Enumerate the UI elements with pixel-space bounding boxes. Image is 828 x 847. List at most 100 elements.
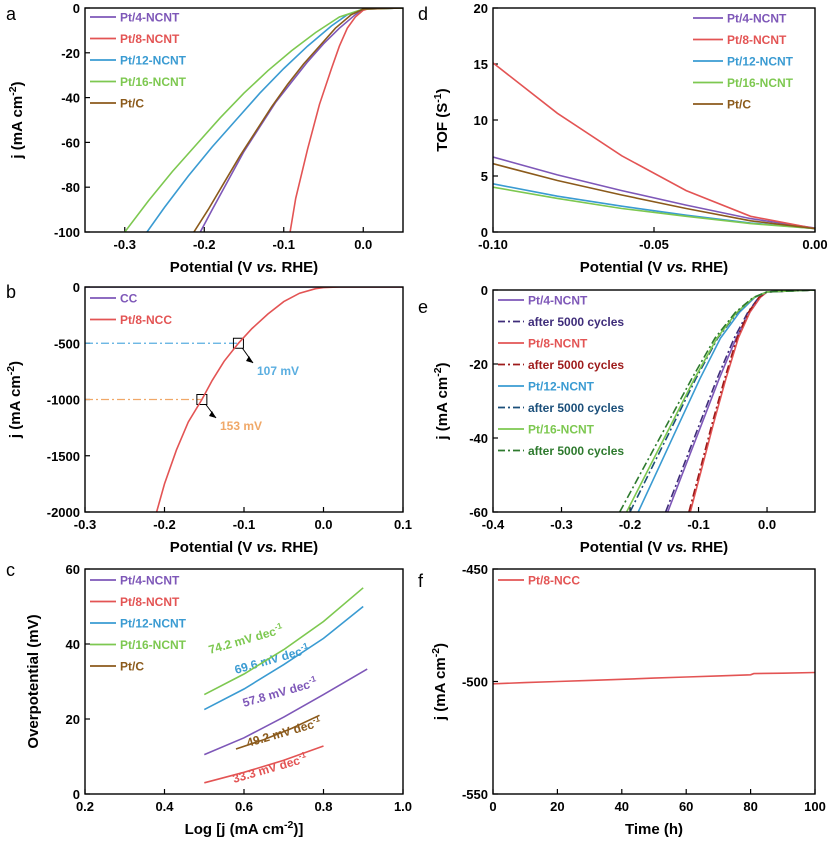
- series-line-pt-12-ncnt: [637, 290, 815, 512]
- x-tick-label: -0.4: [482, 517, 505, 532]
- y-tick-label: -20: [469, 357, 488, 372]
- series-line-after-5000-cycles: [688, 290, 815, 512]
- x-tick-label: -0.05: [639, 237, 669, 252]
- panel-letter-e: e: [418, 297, 428, 317]
- y-tick-label: 40: [66, 637, 80, 652]
- x-tick-label: 0.00: [802, 237, 827, 252]
- annotation-arrowhead: [246, 356, 253, 363]
- series-line-pt-4-ncnt: [199, 8, 403, 232]
- series-line-pt-16-ncnt: [493, 186, 815, 230]
- series-line-pt-16-ncnt: [625, 290, 815, 512]
- series-line-pt-12-ncnt: [203, 605, 364, 711]
- legend-label: Pt/8-NCC: [528, 574, 580, 588]
- y-tick-label: 0: [481, 225, 488, 240]
- y-tick-label: 0: [481, 283, 488, 298]
- x-tick-label: -0.2: [619, 517, 641, 532]
- legend-label: Pt/16-NCNT: [120, 75, 187, 89]
- slope-label: 33.3 mV dec-1: [230, 749, 309, 786]
- series-line-pt-12-ncnt: [146, 8, 403, 232]
- plot-frame: [84, 7, 404, 233]
- x-tick-label: -0.1: [687, 517, 709, 532]
- legend-label: Pt/16-NCNT: [120, 638, 187, 652]
- x-tick-label: -0.1: [273, 237, 295, 252]
- series-line-after-5000-cycles: [664, 290, 815, 512]
- legend-label: Pt/C: [120, 660, 144, 674]
- y-tick-label: -450: [462, 562, 488, 577]
- panel-a: a -0.3 -0.2 -0.1 0.0 0 -20 -40 -60 -80 -100 Pt/4-NC…: [6, 1, 404, 276]
- y-tick-label: 0: [73, 280, 80, 295]
- series-line-pt-c: [235, 714, 320, 750]
- series-line-pt-16-ncnt: [203, 587, 364, 696]
- legend-label: Pt/12-NCNT: [528, 380, 595, 394]
- annotation-label: 107 mV: [257, 364, 299, 378]
- series-line-pt-8-ncc: [155, 287, 403, 512]
- x-tick-label: -0.2: [153, 517, 175, 532]
- legend-label: Pt/4-NCNT: [528, 294, 588, 308]
- plot-frame: [492, 568, 816, 795]
- x-tick-label: 40: [615, 799, 629, 814]
- series-line-pt-8-ncnt: [204, 745, 324, 784]
- y-tick-label: -40: [469, 431, 488, 446]
- y-tick-label: -500: [54, 336, 80, 351]
- y-tick-label: -80: [61, 180, 80, 195]
- series-line-pt-c: [193, 8, 403, 232]
- x-axis-title: Potential (V vs. RHE): [170, 539, 318, 556]
- x-tick-label: 0.0: [354, 237, 372, 252]
- legend-label: after 5000 cycles: [528, 401, 624, 415]
- x-axis-title: Log [j (mA cm-2)]: [185, 819, 304, 838]
- legend-label: Pt/12-NCNT: [727, 55, 794, 69]
- y-axis-title: j (mA cm-2): [432, 362, 451, 440]
- legend-label: Pt/12-NCNT: [120, 617, 187, 631]
- legend-label: Pt/C: [727, 98, 751, 112]
- x-tick-label: 0.8: [314, 799, 332, 814]
- x-axis-title: Potential (V vs. RHE): [580, 259, 728, 276]
- series-line-after-5000-cycles: [629, 290, 815, 512]
- y-tick-label: -500: [462, 675, 488, 690]
- x-tick-label: -0.3: [550, 517, 572, 532]
- x-tick-label: 80: [743, 799, 757, 814]
- x-tick-label: -0.10: [478, 237, 508, 252]
- legend-label: Pt/C: [120, 97, 144, 111]
- y-tick-label: 20: [66, 712, 80, 727]
- panel-d: d -0.10 -0.05 0.00 0 5 10 15 20 Pt/4-NCNT Pt/8-NCN…: [418, 1, 828, 276]
- y-tick-label: -2000: [47, 505, 80, 520]
- panel-e: e -0.4 -0.3 -0.2 -0.1 0.0 0 -20 -40 -60 Pt/4-NCNT a…: [418, 283, 816, 556]
- legend-label: Pt/4-NCNT: [120, 574, 180, 588]
- series-line-pt-4-ncnt: [203, 668, 368, 756]
- legend-label: Pt/8-NCNT: [120, 595, 180, 609]
- x-tick-label: 1.0: [394, 799, 412, 814]
- panel-letter-d: d: [418, 4, 428, 24]
- y-tick-label: -60: [61, 135, 80, 150]
- panel-b: b -0.3 -0.2 -0.1 0.0 0.1 0 -500 -1000 -1500 -2000 1…: [5, 280, 412, 556]
- y-tick-label: 20: [474, 1, 488, 16]
- legend-label: Pt/4-NCNT: [120, 11, 180, 25]
- legend-label: Pt/16-NCNT: [528, 423, 595, 437]
- series-line-pt-8-ncnt: [493, 62, 815, 230]
- plot-frame: [84, 286, 404, 513]
- x-axis-title: Time (h): [625, 821, 683, 838]
- x-tick-label: -0.3: [74, 517, 96, 532]
- x-tick-label: -0.1: [233, 517, 255, 532]
- y-tick-label: -60: [469, 505, 488, 520]
- y-tick-label: -1500: [47, 449, 80, 464]
- legend-label: Pt/16-NCNT: [727, 76, 794, 90]
- x-axis-title: Potential (V vs. RHE): [580, 539, 728, 556]
- series-line-after-5000-cycles: [618, 290, 815, 512]
- panel-f: f 0 20 40 60 80 100 -450 -500 -550 Pt/8-NCC Time (h…: [418, 562, 826, 838]
- y-tick-label: 15: [474, 57, 488, 72]
- legend-label: CC: [120, 292, 138, 306]
- panel-letter-f: f: [418, 571, 424, 591]
- series-line-pt-c: [493, 162, 815, 230]
- x-tick-label: 0: [489, 799, 496, 814]
- legend-label: Pt/4-NCNT: [727, 12, 787, 26]
- y-axis-title: j (mA cm-2): [430, 643, 449, 721]
- x-tick-label: 100: [804, 799, 826, 814]
- x-tick-label: 60: [679, 799, 693, 814]
- series-line-pt-12-ncnt: [493, 183, 815, 230]
- series-line-pt-8-ncnt: [289, 8, 403, 232]
- annotation-arrowhead: [209, 411, 216, 418]
- legend-label: Pt/8-NCNT: [120, 32, 180, 46]
- y-tick-label: -550: [462, 787, 488, 802]
